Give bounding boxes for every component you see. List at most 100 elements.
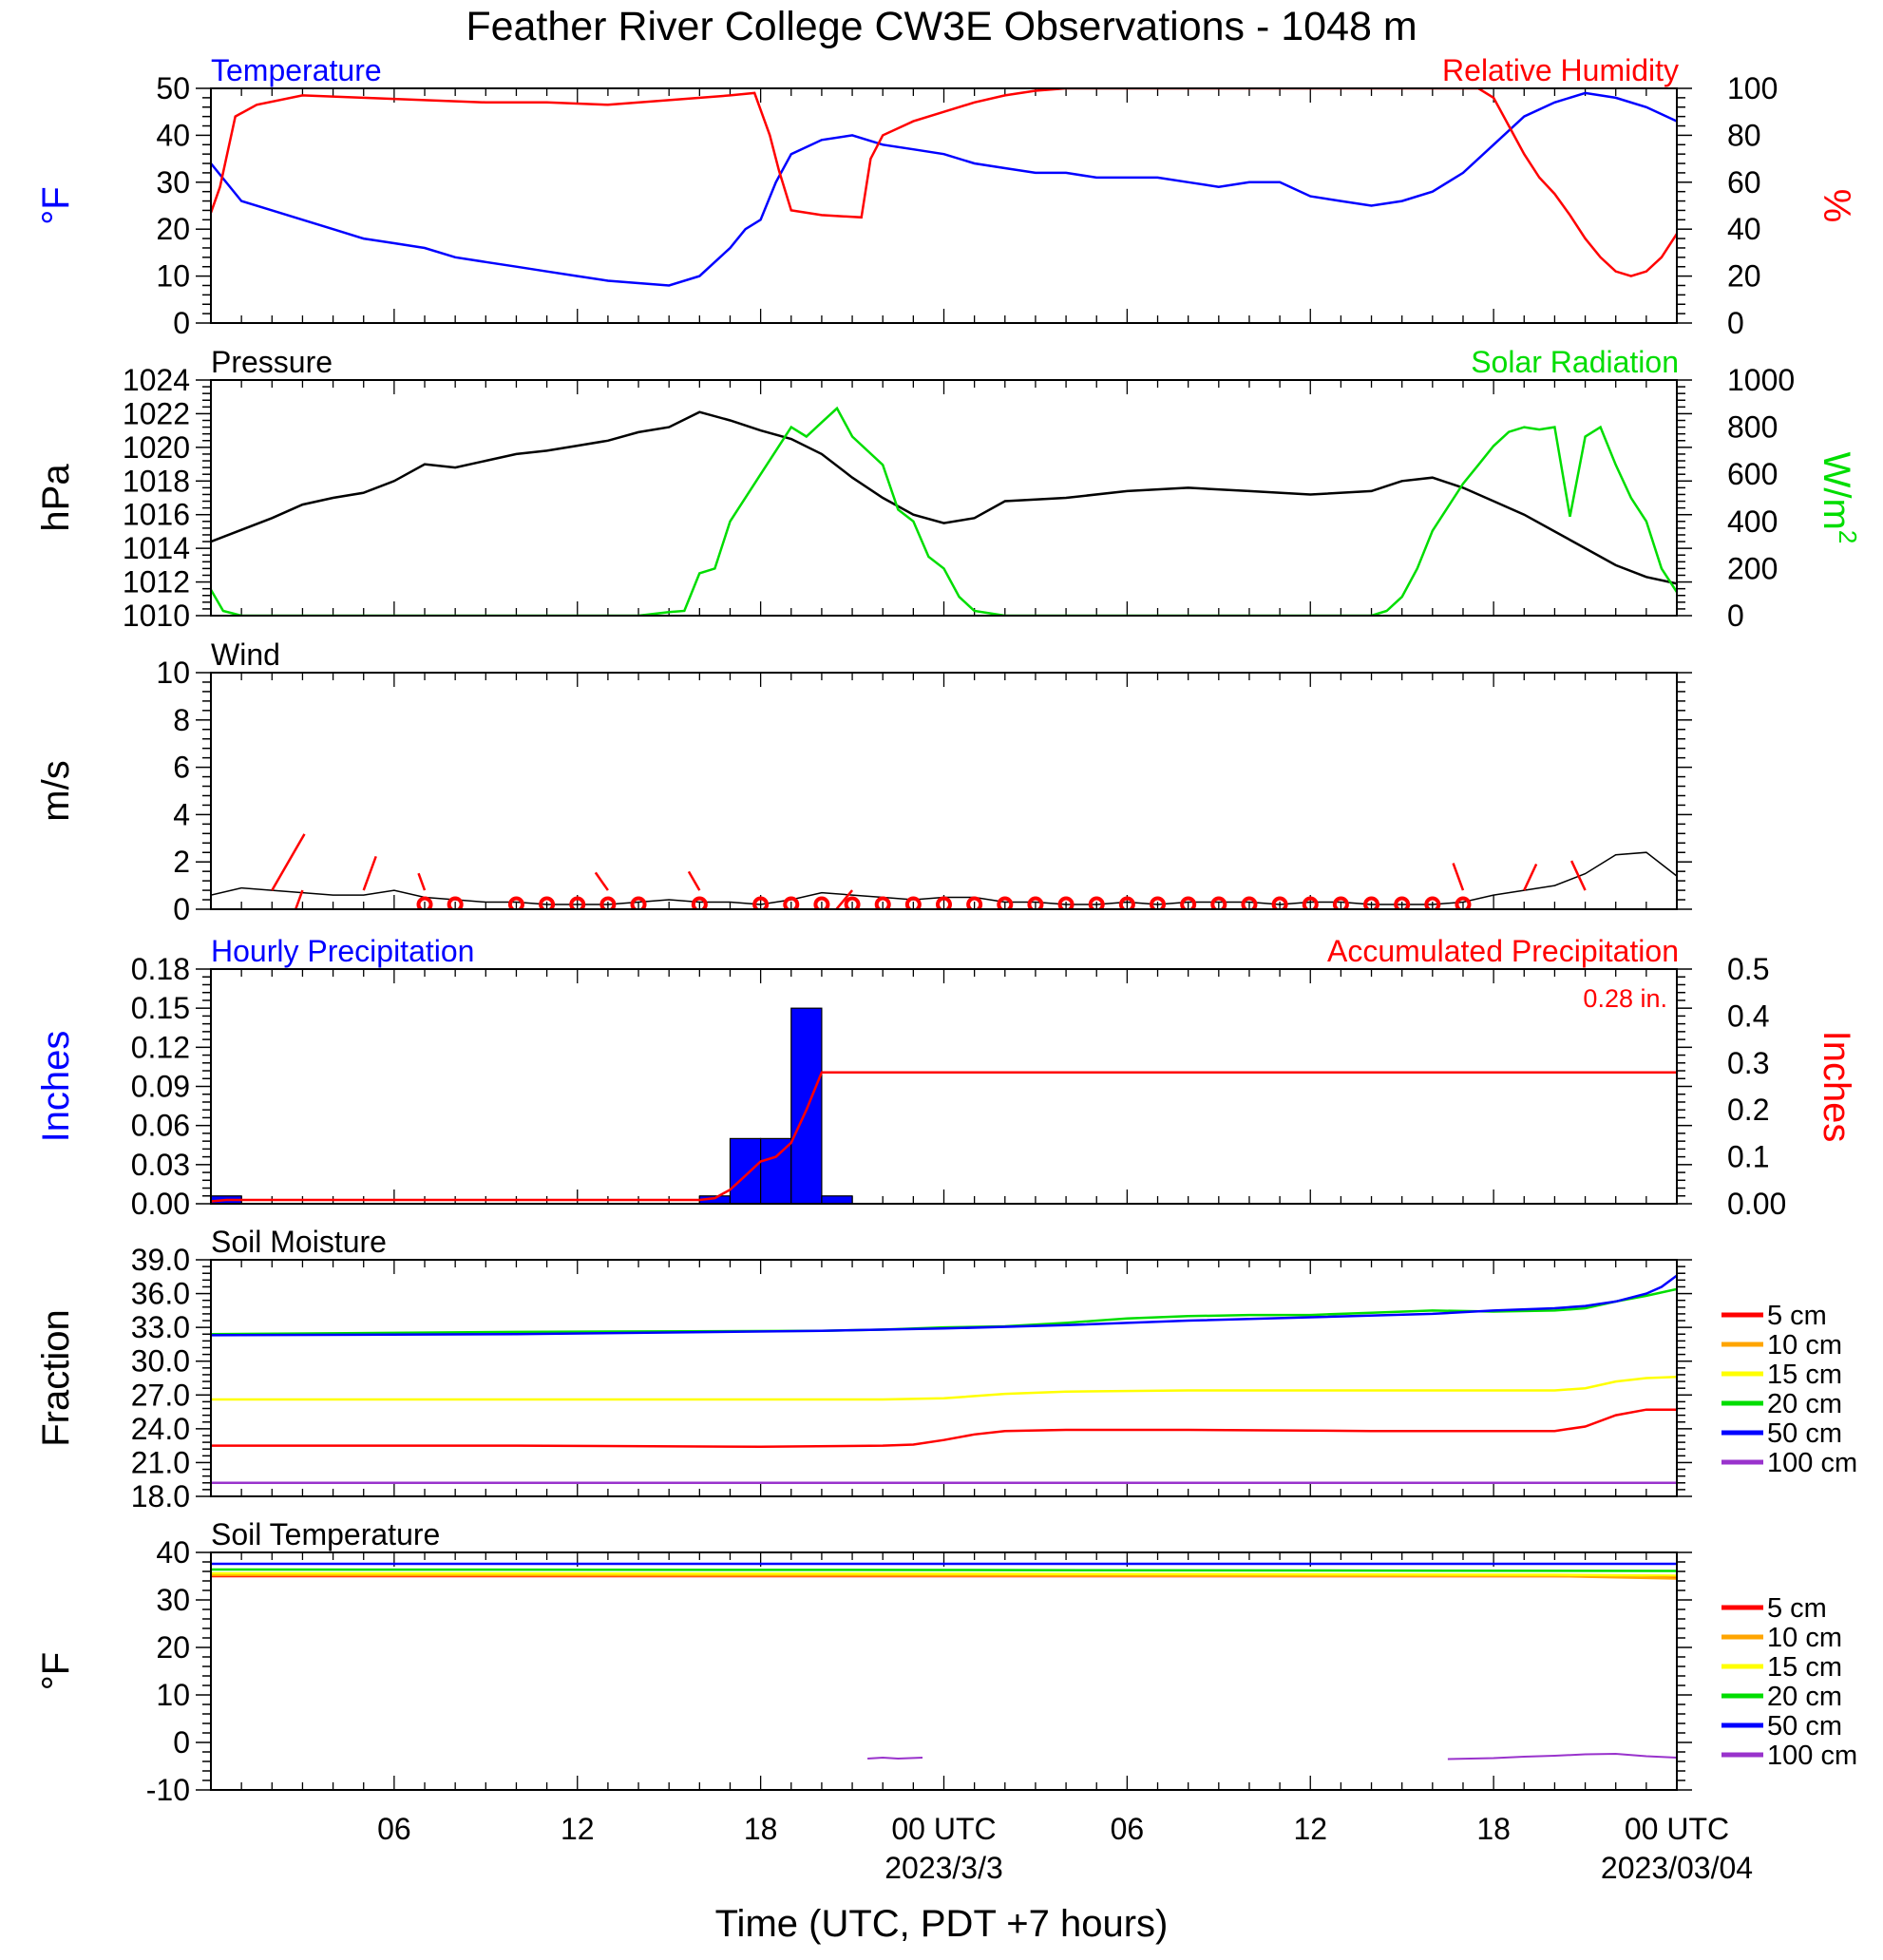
calm-wind-marker (447, 896, 464, 909)
x-tick-label: 18 (744, 1812, 778, 1846)
y-tick-label-left: 10 (156, 656, 190, 690)
legend-label: 15 cm (1767, 1652, 1842, 1683)
y-tick-label-right: 80 (1727, 118, 1761, 152)
y-tick-label-right: 400 (1727, 504, 1778, 539)
panel-title-left: Pressure (211, 345, 333, 379)
precip-bar (790, 1007, 823, 1204)
calm-wind-marker (630, 896, 647, 909)
calm-wind-marker (569, 896, 586, 909)
panel-soil_moisture: 18.021.024.027.030.033.036.039.0 Soil Moi… (35, 1225, 1857, 1513)
series-line-100-cm (867, 1756, 923, 1760)
y-tick-label-left: 27.0 (131, 1378, 190, 1412)
y-tick-label-left: 30.0 (131, 1344, 190, 1379)
y-tick-label-left: 1020 (123, 430, 190, 465)
legend-label: 10 cm (1767, 1330, 1842, 1361)
precip-bar (821, 1195, 853, 1204)
calm-wind-marker (1302, 896, 1319, 909)
y-tick-label-left: 0.12 (131, 1030, 190, 1064)
calm-wind-marker (936, 896, 952, 909)
y-tick-label-left: 30 (156, 165, 190, 200)
calm-wind-marker (1332, 896, 1349, 909)
y-tick-label-left: 0.03 (131, 1148, 190, 1182)
y-axis-label-left: Inches (35, 1031, 77, 1143)
calm-wind-marker (1241, 896, 1258, 909)
series-line-15-cm (211, 1571, 1677, 1577)
calm-wind-marker (1180, 896, 1197, 909)
series-line-relative-humidity (211, 88, 1677, 277)
accumulated-precip-line (211, 1071, 1677, 1203)
calm-wind-marker (1363, 896, 1380, 909)
y-tick-label-right: 0.3 (1727, 1046, 1769, 1080)
y-axis-label-left: Fraction (35, 1309, 77, 1447)
wind-barb (271, 833, 306, 891)
wind-barb (834, 889, 854, 909)
y-tick-label-left: 18.0 (131, 1479, 190, 1513)
y-tick-label-left: 1016 (123, 498, 190, 532)
y-axis-label-left: hPa (35, 464, 77, 532)
y-tick-label-left: 6 (173, 751, 190, 785)
series-line-20-cm (211, 1568, 1677, 1572)
panel-title-right: Solar Radiation (1471, 345, 1679, 379)
x-tick-label: 00 UTC (891, 1812, 996, 1846)
y-axis-label-right-superscript: 2 (1834, 530, 1862, 543)
y-tick-label-right: 800 (1727, 410, 1778, 445)
y-tick-label-left: 0 (173, 892, 190, 926)
plot-area (211, 1274, 1677, 1485)
precip-bar (760, 1137, 792, 1204)
series-line-50-cm (211, 1274, 1677, 1337)
calm-wind-marker (416, 896, 433, 909)
y-tick-label-left: 0.15 (131, 991, 190, 1025)
legend-label: 5 cm (1767, 1301, 1827, 1331)
y-tick-label-left: 50 (156, 71, 190, 105)
y-tick-label-left: 1014 (123, 531, 190, 565)
wind-barb (1569, 860, 1587, 891)
y-tick-label-left: 10 (156, 259, 190, 294)
panel-title-left: Wind (211, 637, 280, 672)
y-tick-label-left: 0 (173, 1725, 190, 1760)
y-tick-label-left: 24.0 (131, 1412, 190, 1446)
calm-wind-marker (539, 896, 556, 909)
y-tick-label-left: 20 (156, 212, 190, 246)
calm-wind-marker (1424, 896, 1441, 909)
x-tick-label: 12 (1293, 1812, 1327, 1846)
y-tick-label-left: 39.0 (131, 1243, 190, 1277)
legend-label: 10 cm (1767, 1623, 1842, 1653)
y-tick-label-left: 1010 (123, 599, 190, 633)
x-tick-label: 18 (1476, 1812, 1511, 1846)
x-tick-label: 06 (377, 1812, 411, 1846)
legend-label: 100 cm (1767, 1741, 1857, 1771)
panel-frame (210, 379, 1678, 617)
plot-area (211, 833, 1677, 909)
legend-label: 5 cm (1767, 1593, 1827, 1624)
precip-bar (729, 1137, 762, 1204)
y-tick-label-left: 0.06 (131, 1109, 190, 1143)
y-tick-label-left: 20 (156, 1630, 190, 1665)
calm-wind-marker (813, 896, 830, 909)
x-tick-label: 06 (1111, 1812, 1145, 1846)
y-tick-label-right: 0.1 (1727, 1140, 1769, 1174)
series-line-pressure (211, 410, 1677, 585)
calm-wind-marker (904, 896, 922, 909)
y-tick-label-right: 40 (1727, 212, 1761, 246)
x-axis-label: Time (UTC, PDT +7 hours) (715, 1903, 1169, 1945)
y-tick-label-left: 1022 (123, 396, 190, 430)
chart-title: Feather River College CW3E Observations … (466, 4, 1417, 49)
panel-frame (210, 968, 1678, 1205)
legend-label: 100 cm (1767, 1448, 1857, 1478)
y-axis-label-right: Inches (1816, 1031, 1857, 1143)
series-line-10-cm (211, 1573, 1677, 1580)
y-axis-label-left: °F (35, 186, 77, 224)
x-tick-label: 12 (561, 1812, 595, 1846)
calm-wind-marker (1057, 896, 1075, 909)
panel-wind: 0 2 4 6 8 10 Wind m/s (35, 637, 1692, 926)
x-date-label: 2023/3/3 (884, 1851, 1003, 1885)
panel-frame (210, 1259, 1678, 1497)
calm-wind-marker (844, 896, 861, 909)
y-tick-label-left: 40 (156, 118, 190, 152)
wind-barb (594, 871, 609, 891)
y-axis-label-left: °F (35, 1652, 77, 1690)
panel-temp_rh: 0 10 20 30 40 50 0 20 40 60 80 100 Temperature Relati… (35, 53, 1857, 340)
